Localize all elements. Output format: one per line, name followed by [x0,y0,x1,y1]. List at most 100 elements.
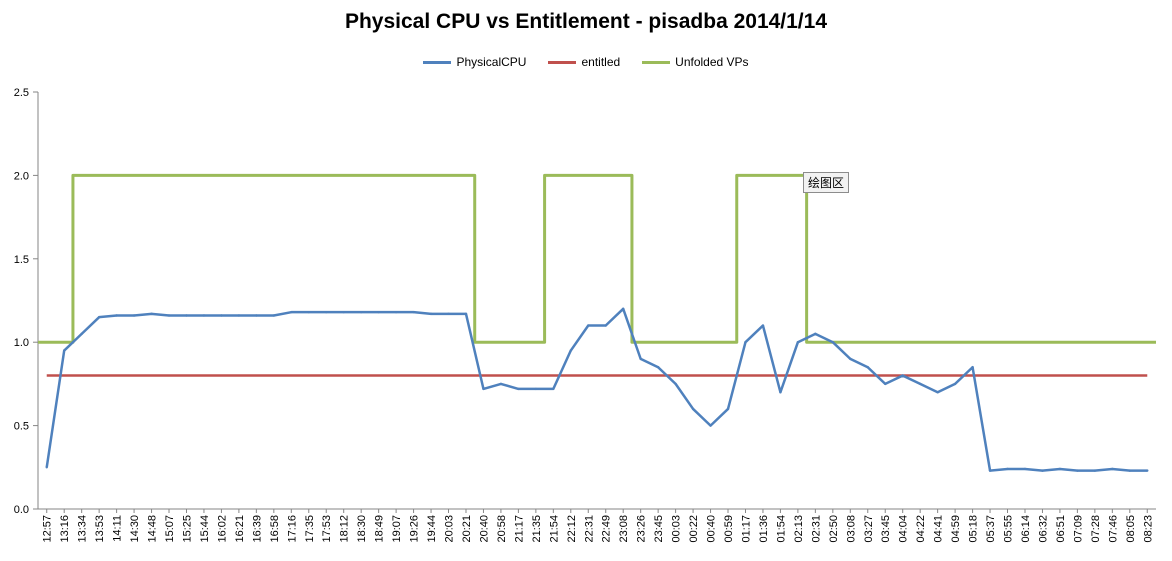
data-point-physicalcpu [691,407,695,411]
x-tick-label: 22:49 [601,515,613,543]
y-tick-label: 2.5 [14,87,29,99]
data-point-physicalcpu [185,314,188,317]
x-tick-label: 00:22 [688,515,700,543]
x-tick-label: 02:31 [810,515,822,543]
chart-legend: PhysicalCPU entitled Unfolded VPs [0,55,1172,69]
data-point-physicalcpu [587,324,590,327]
legend-item-entitled: entitled [548,55,620,69]
x-tick-label: 03:27 [863,515,875,543]
data-point-physicalcpu [709,424,712,427]
x-tick-label: 16:58 [269,515,281,543]
x-tick-label: 04:59 [950,515,962,543]
data-point-physicalcpu [482,387,485,391]
data-point-physicalcpu [534,387,538,391]
y-tick-label: 0.5 [14,421,29,433]
legend-label-entitled: entitled [581,55,621,69]
data-point-physicalcpu [150,312,153,316]
data-point-physicalcpu [272,314,276,317]
x-tick-label: 04:41 [933,515,945,543]
x-tick-label: 00:59 [723,515,735,543]
data-point-physicalcpu [988,469,992,472]
x-tick-label: 06:32 [1037,515,1049,543]
data-point-physicalcpu [552,387,555,391]
data-point-physicalcpu [342,310,345,314]
legend-item-unfolded-vps: Unfolded VPs [642,55,749,69]
x-tick-label: 16:39 [251,515,263,543]
data-point-physicalcpu [499,382,503,386]
data-point-physicalcpu [464,312,468,316]
series-line-physicalcpu [45,307,1148,472]
data-point-physicalcpu [80,332,83,336]
data-point-physicalcpu [674,382,677,386]
legend-label-unfolded-vps: Unfolded VPs [675,55,749,69]
x-tick-label: 01:36 [758,515,770,543]
x-tick-label: 13:53 [94,515,106,543]
data-point-physicalcpu [953,382,957,386]
y-tick-label: 0.0 [14,504,29,516]
data-point-physicalcpu [971,366,974,369]
x-tick-label: 18:49 [374,515,386,543]
x-tick-label: 23:45 [653,515,665,543]
x-tick-label: 16:21 [234,515,246,543]
data-point-physicalcpu [237,314,241,317]
legend-swatch-entitled [548,60,577,64]
data-point-physicalcpu [639,357,642,361]
x-tick-label: 16:02 [216,515,228,543]
legend-item-physicalcpu: PhysicalCPU [423,55,526,69]
x-tick-label: 19:44 [426,515,438,543]
x-tick-label: 03:45 [880,515,892,543]
x-tick-label: 15:25 [181,515,193,543]
data-point-physicalcpu [796,341,800,344]
data-point-physicalcpu [255,314,258,317]
data-point-physicalcpu [63,349,66,352]
x-tick-label: 00:03 [671,515,683,543]
x-tick-label: 08:23 [1142,515,1154,543]
x-tick-label: 06:14 [1020,515,1032,543]
data-point-physicalcpu [744,341,747,344]
x-tick-label: 20:03 [444,515,456,543]
x-tick-label: 18:12 [339,515,351,543]
data-point-physicalcpu [849,357,852,361]
data-point-physicalcpu [726,407,730,411]
data-point-physicalcpu [1093,469,1097,472]
data-point-physicalcpu [517,387,520,391]
data-point-physicalcpu [202,314,206,317]
data-point-physicalcpu [377,310,380,314]
x-tick-label: 13:16 [59,515,71,543]
x-tick-label: 23:08 [618,515,630,543]
data-point-physicalcpu [1006,467,1009,471]
data-point-physicalcpu [412,310,415,314]
data-point-physicalcpu [429,312,433,316]
y-tick-label: 2.0 [14,170,29,182]
data-point-physicalcpu [936,391,939,394]
series-line-unfolded-vps [38,173,1156,344]
x-tick-label: 18:30 [356,515,368,543]
x-tick-label: 20:58 [496,515,508,543]
x-tick-label: 20:40 [478,515,490,543]
x-tick-label: 21:17 [513,515,525,543]
x-tick-label: 01:54 [775,515,787,543]
data-point-physicalcpu [656,366,660,369]
x-tick-label: 00:40 [706,515,718,543]
x-tick-label: 05:37 [985,515,997,543]
data-point-physicalcpu [779,391,782,394]
x-tick-label: 19:26 [409,515,421,543]
x-tick-label: 14:30 [129,515,141,543]
data-point-physicalcpu [220,314,223,317]
x-tick-label: 15:07 [164,515,176,543]
x-tick-label: 02:13 [793,515,805,543]
data-point-physicalcpu [325,310,328,314]
x-tick-label: 19:07 [391,515,403,543]
data-point-physicalcpu [918,382,922,386]
x-tick-label: 17:35 [304,515,316,543]
data-point-physicalcpu [307,310,310,314]
data-point-physicalcpu [569,349,572,352]
data-point-physicalcpu [761,324,765,327]
x-tick-label: 23:26 [636,515,648,543]
x-tick-label: 21:54 [548,515,560,543]
x-tick-label: 06:51 [1055,515,1067,543]
data-point-physicalcpu [604,324,607,327]
x-tick-label: 20:21 [461,515,473,543]
